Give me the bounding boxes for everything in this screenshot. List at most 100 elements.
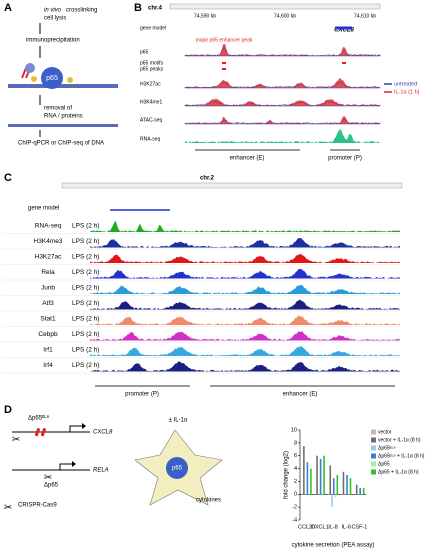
- bar: [310, 468, 312, 495]
- track-label: H3K27ac: [35, 254, 62, 261]
- bar: [349, 478, 352, 495]
- gene: CXCL8: [334, 28, 354, 34]
- track-label: RNA-seq: [35, 223, 62, 230]
- bar: [357, 494, 360, 495]
- panel-label: A: [4, 2, 12, 14]
- signal-track: [90, 330, 400, 341]
- tool: CRISPR-Cas9: [18, 503, 57, 509]
- svg-text:✂: ✂: [12, 435, 20, 446]
- bar: [319, 458, 322, 495]
- bar: [323, 455, 325, 495]
- bar: [355, 484, 358, 495]
- region-label: promoter (P): [125, 392, 159, 398]
- condition-label: LPS (2 h): [72, 223, 99, 230]
- condition-label: LPS (2 h): [72, 331, 99, 338]
- construct: Δp65: [44, 483, 59, 489]
- condition-label: LPS (2 h): [72, 362, 99, 369]
- bar: [308, 494, 310, 495]
- signal-track: [90, 268, 400, 279]
- coordinate: 74,600 kb: [274, 13, 296, 19]
- output: cytokines: [196, 498, 221, 504]
- condition-label: LPS (2 h): [72, 347, 99, 354]
- bar: [303, 446, 305, 495]
- track-label: gene model: [140, 25, 166, 31]
- track-label: Cebpb: [38, 331, 58, 338]
- x-tick-label: IL-6: [341, 524, 350, 530]
- condition-label: LPS (2 h): [72, 254, 99, 261]
- track-label: RNA-seq: [140, 136, 161, 142]
- bar: [329, 465, 332, 495]
- bar: [331, 494, 333, 508]
- step: ChIP-qPCR or ChIP-seq of DNA: [18, 141, 104, 147]
- legend-label: Δp65ᴱᴸ⁸ + IL-1α (8 h): [378, 453, 425, 459]
- condition-label: LPS (2 h): [72, 300, 99, 307]
- bar: [359, 487, 361, 495]
- signal-track: [90, 361, 400, 372]
- annotation: major p65 enhancer peak: [196, 37, 253, 43]
- x-axis-label: cytokine secretion (PEA assay): [292, 543, 375, 549]
- gene: CXCL8: [93, 430, 113, 436]
- svg-text:✂: ✂: [4, 503, 12, 514]
- legend-swatch: [371, 429, 376, 435]
- x-tick-label: IL-8: [328, 524, 337, 530]
- bar: [316, 455, 318, 495]
- gene: RELA: [93, 468, 109, 474]
- protein: p65: [172, 466, 183, 472]
- step: removal of: [44, 106, 72, 112]
- bar: [342, 471, 345, 495]
- signal-track: [90, 299, 400, 310]
- step: RNA / proteins: [44, 114, 83, 120]
- region-label: enhancer (E): [283, 392, 318, 398]
- track-label: Rela: [41, 269, 55, 276]
- peak: [342, 62, 346, 64]
- legend-swatch: [371, 437, 376, 443]
- bar: [321, 494, 324, 495]
- signal-track: [90, 237, 400, 248]
- track-label: p65 motifs: [140, 60, 164, 66]
- legend-label: Δp65: [378, 461, 390, 467]
- peak: [222, 62, 226, 64]
- signal-track: [185, 44, 380, 56]
- step: cell lysis: [44, 16, 66, 22]
- track-label: ATAC-seq: [140, 117, 163, 123]
- x-tick-label: CSF-1: [351, 524, 367, 530]
- signal-track: [184, 100, 381, 107]
- y-tick-label: 8: [294, 440, 297, 446]
- track-label: H3K27ac: [140, 81, 161, 87]
- protein: p65: [46, 75, 58, 82]
- construct-diagram: ✂ ✂ ✂: [4, 423, 90, 514]
- bar: [347, 494, 350, 495]
- nucleus: [166, 457, 188, 479]
- y-axis-label: fold change (log2): [284, 451, 290, 499]
- signal-track: [90, 220, 400, 232]
- signal-track: [90, 346, 400, 356]
- y-tick-label: 4: [294, 466, 297, 472]
- legend-swatch: [371, 453, 376, 459]
- track-label: H3K4me1: [140, 99, 162, 105]
- legend-swatch: [371, 469, 376, 475]
- peak: [222, 68, 226, 70]
- panel-label: C: [4, 172, 12, 184]
- signal-track: [90, 285, 400, 294]
- legend-swatch: [371, 445, 376, 451]
- panel-label: D: [4, 404, 12, 416]
- bar: [314, 494, 317, 495]
- track-label: p65 peaks: [140, 66, 164, 72]
- chromosome: chr.4: [148, 6, 163, 12]
- bar: [318, 494, 320, 495]
- bar: [354, 494, 356, 495]
- y-tick-label: -4: [292, 517, 297, 523]
- bar: [306, 462, 309, 495]
- coordinate: 74,610 kb: [354, 13, 376, 19]
- signal-track: [185, 116, 380, 124]
- track-label: Atf3: [42, 300, 54, 307]
- region-label: enhancer (E): [230, 156, 265, 162]
- legend-label: vector: [378, 429, 392, 435]
- panel-label: B: [134, 2, 142, 14]
- track-label: Irf4: [43, 362, 53, 369]
- bar: [344, 494, 347, 495]
- track-label: Stat1: [40, 316, 56, 323]
- bar: [327, 494, 330, 495]
- y-tick-label: -2: [292, 505, 297, 511]
